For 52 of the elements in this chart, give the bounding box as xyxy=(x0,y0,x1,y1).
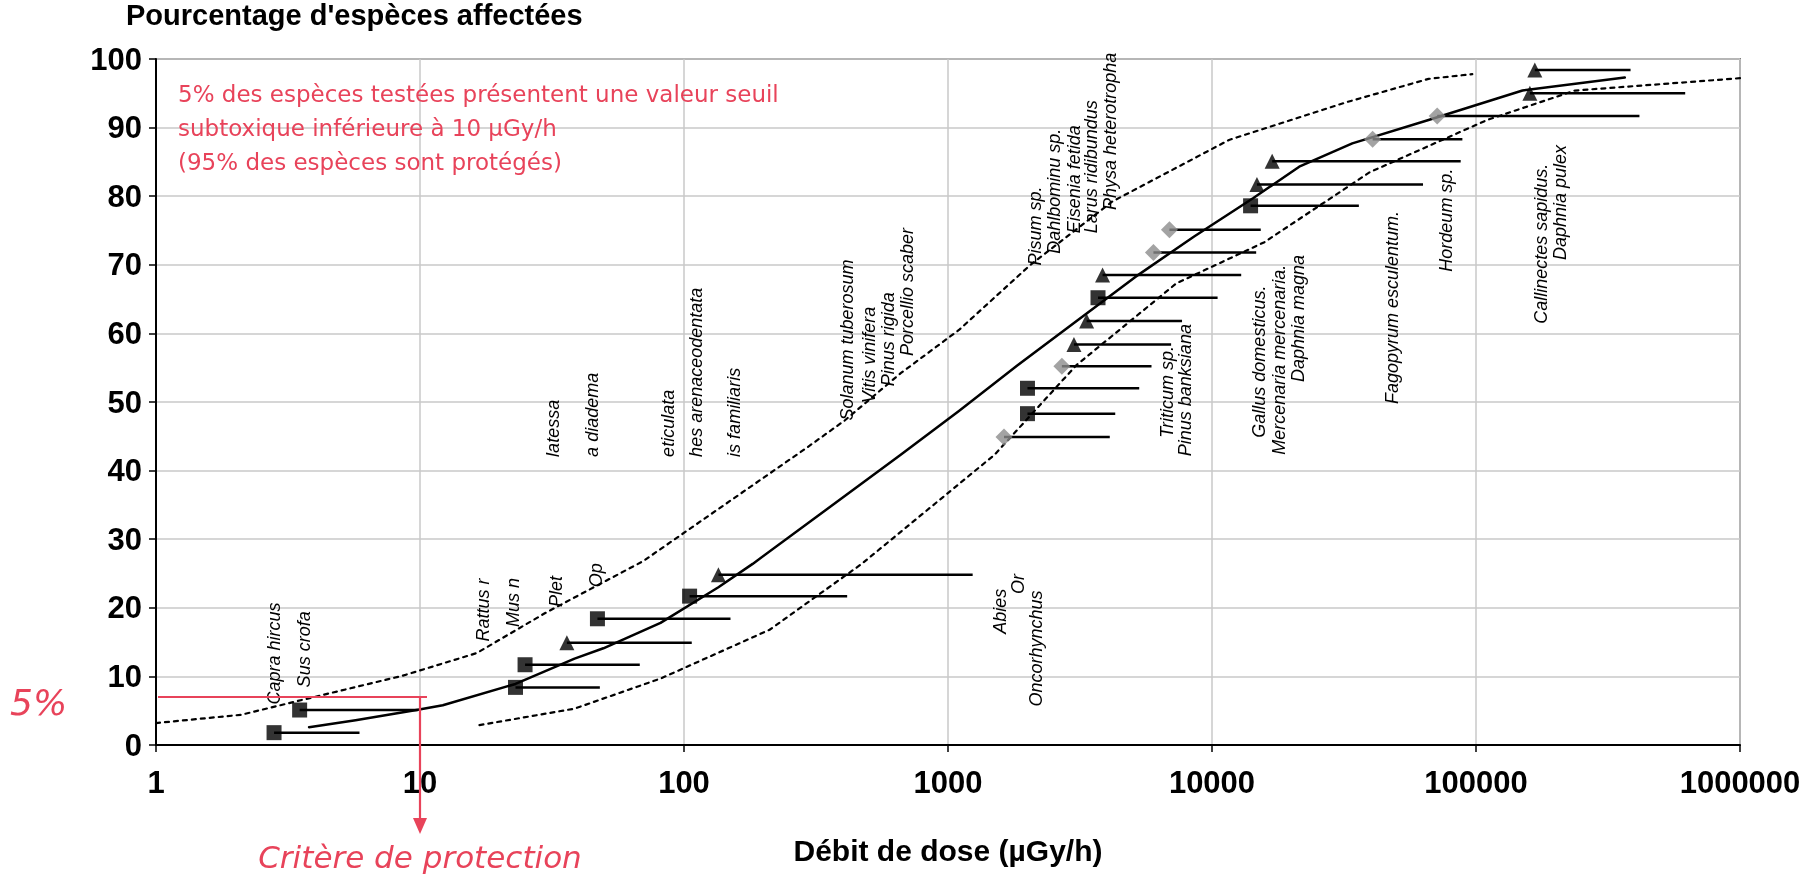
annotation: Abies xyxy=(989,588,1010,635)
y-tick-label: 0 xyxy=(124,727,142,763)
annotation: Vitis vinifera xyxy=(858,306,879,404)
annotation: latessa xyxy=(543,399,564,457)
x-tick-label: 100000 xyxy=(1424,765,1528,800)
annotation: a diadema xyxy=(582,372,603,457)
y-tick-label: 10 xyxy=(107,658,142,694)
y-tick-label: 20 xyxy=(107,590,142,626)
x-tick-label: 100 xyxy=(658,765,710,800)
y-tick-label: 100 xyxy=(90,41,142,77)
annotation: Plet xyxy=(546,575,567,608)
x-tick-label: 1 xyxy=(147,765,165,800)
annotation: Mus n xyxy=(502,577,523,628)
y-tick-label: 80 xyxy=(107,178,142,214)
annotation: Solanum tuberosum xyxy=(837,259,858,421)
x-tick-label: 1000 xyxy=(913,765,983,800)
annotation: Hordeum sp. xyxy=(1435,168,1456,272)
annotation: Oncorhynchus xyxy=(1025,590,1046,707)
y-tick-label: 30 xyxy=(107,521,142,557)
annotation: Pinus rigida xyxy=(877,292,898,387)
annotation: Pisum sp. xyxy=(1024,186,1045,266)
y-tick-label: 90 xyxy=(107,110,142,146)
annotation: is familiaris xyxy=(723,367,744,457)
x-tick-label: 1000000 xyxy=(1679,765,1801,800)
annotation: hes arenaceodentata xyxy=(685,287,706,457)
annotation: Fagopyrum esculentum. xyxy=(1382,210,1403,405)
annotation: 5% des espèces testées présentent une valeur seuil subtoxique inférieure à 10 µGy/h xyxy=(178,81,787,141)
y-axis-title: Pourcentage d'espèces affectées xyxy=(126,0,583,31)
annotation: Daphnia magna xyxy=(1288,255,1309,383)
annotation: Or xyxy=(1007,573,1028,595)
annotation: Rattus r xyxy=(472,577,493,642)
text: Critère de protection xyxy=(258,839,582,875)
x-tick-label: 10000 xyxy=(1168,765,1256,800)
annotation: Capra hircus xyxy=(264,602,285,705)
annotation: (95% des espèces sont protégés) xyxy=(178,149,562,175)
annotation: Callinectes sapidus. xyxy=(1530,163,1551,324)
annotation: Eisenia fetida xyxy=(1063,125,1084,234)
text: 5% xyxy=(10,682,68,724)
annotation: Physa heterotropha xyxy=(1100,52,1121,210)
annotation: eticulata xyxy=(658,389,679,457)
annotation: Larus ridibundus xyxy=(1081,100,1102,234)
annotation: Op xyxy=(586,563,607,588)
annotation: Sus crofa xyxy=(294,611,315,688)
annotation: Triticum sp. xyxy=(1157,346,1178,438)
y-tick-label: 60 xyxy=(107,315,142,351)
x-axis-title: Débit de dose (µGy/h) xyxy=(793,833,1103,867)
annotation: Dahlbominu sp. xyxy=(1044,128,1065,254)
y-tick-label: 70 xyxy=(107,247,142,283)
y-tick-label: 50 xyxy=(107,384,142,420)
annotation: Mercenaria mercenaria. xyxy=(1268,264,1289,455)
annotation: Gallus domesticus. xyxy=(1249,285,1270,438)
y-tick-label: 40 xyxy=(107,453,142,489)
